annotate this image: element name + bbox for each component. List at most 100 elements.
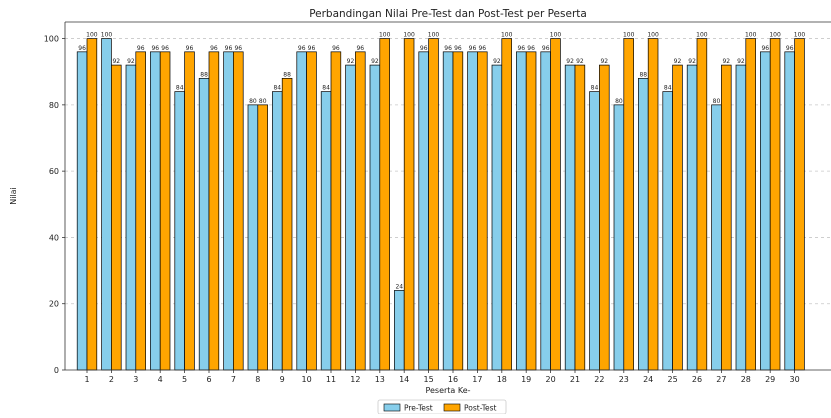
bar-pre-test xyxy=(272,91,283,371)
x-axis-label: Peserta Ke- xyxy=(425,386,470,395)
y-tick-label: 40 xyxy=(49,233,59,242)
bar-post-test xyxy=(379,38,390,371)
legend-label: Pre-Test xyxy=(404,404,433,413)
y-tick-label: 0 xyxy=(54,366,59,375)
bar-post-test xyxy=(184,51,195,371)
legend: Pre-Test Post-Test xyxy=(377,399,507,415)
bar-pre-test xyxy=(491,64,503,371)
bar-pre-test xyxy=(320,91,332,371)
bar-post-test xyxy=(257,104,268,371)
bar-pre-test xyxy=(296,51,307,371)
chart-title: Perbandingan Nilai Pre-Test dan Post-Tes… xyxy=(309,8,587,20)
x-tick-label: 21 xyxy=(570,375,580,384)
x-tick-label: 20 xyxy=(546,375,556,384)
data-label: 100 xyxy=(86,32,98,39)
bar-pre-test xyxy=(418,51,429,371)
data-label: 96 xyxy=(332,45,340,52)
x-tick-label: 11 xyxy=(326,375,336,384)
bar-post-test xyxy=(769,38,781,371)
data-label: 92 xyxy=(566,58,574,65)
bar-post-test xyxy=(721,64,732,371)
data-label: 100 xyxy=(379,32,391,39)
bar-pre-test xyxy=(760,51,771,371)
data-label: 92 xyxy=(674,58,682,65)
bar-pre-test xyxy=(394,290,405,371)
legend-swatch xyxy=(443,403,461,412)
x-tick-label: 13 xyxy=(375,375,385,384)
bar-post-test xyxy=(135,51,146,371)
bar-pre-test xyxy=(613,104,625,371)
bar-post-test xyxy=(233,51,244,371)
bar-post-test xyxy=(672,64,683,371)
data-label: 92 xyxy=(112,58,120,65)
bar-pre-test xyxy=(125,64,137,371)
bar-pre-test xyxy=(442,51,454,371)
bar-pre-test xyxy=(101,38,112,371)
data-label: 92 xyxy=(600,58,608,65)
data-label: 84 xyxy=(273,85,281,92)
legend-swatch xyxy=(383,403,401,412)
bar-post-test xyxy=(306,51,317,371)
bar-post-test xyxy=(696,38,708,371)
bar-post-test xyxy=(330,51,342,371)
data-label: 84 xyxy=(664,85,672,92)
bar-post-test xyxy=(355,51,366,371)
y-tick-label: 20 xyxy=(49,300,59,309)
bar-pre-test xyxy=(516,51,527,371)
data-label: 96 xyxy=(542,45,550,52)
data-label: 96 xyxy=(186,45,194,52)
bar-post-test xyxy=(86,38,98,371)
data-label: 88 xyxy=(200,71,208,78)
data-label: 100 xyxy=(745,32,757,39)
bar-pre-test xyxy=(345,64,356,371)
bar-pre-test xyxy=(467,51,478,371)
bar-post-test xyxy=(501,38,512,371)
data-label: 100 xyxy=(769,32,781,39)
data-label: 96 xyxy=(210,45,218,52)
data-label: 96 xyxy=(786,45,794,52)
data-label: 96 xyxy=(308,45,316,52)
data-label: 80 xyxy=(259,98,267,105)
data-label: 96 xyxy=(151,45,159,52)
data-label: 92 xyxy=(371,58,379,65)
y-tick-label: 60 xyxy=(49,167,59,176)
bar-pre-test xyxy=(662,91,673,371)
bar-post-test xyxy=(477,51,488,371)
data-label: 92 xyxy=(576,58,584,65)
bar-post-test xyxy=(745,38,756,371)
bar-pre-test xyxy=(564,64,576,371)
y-axis-label: Nilai xyxy=(9,187,18,205)
bar-post-test xyxy=(428,38,439,371)
x-tick-label: 18 xyxy=(497,375,507,384)
data-label: 100 xyxy=(550,32,562,39)
x-tick-label: 17 xyxy=(472,375,482,384)
legend-label: Post-Test xyxy=(464,404,497,413)
bar-post-test xyxy=(111,64,122,371)
bar-post-test xyxy=(574,64,586,371)
x-tick-label: 22 xyxy=(594,375,604,384)
bar-pre-test xyxy=(638,77,649,371)
data-label: 92 xyxy=(347,58,355,65)
bar-post-test xyxy=(403,38,415,371)
x-tick-label: 4 xyxy=(158,375,163,384)
data-label: 92 xyxy=(737,58,745,65)
x-tick-label: 19 xyxy=(521,375,531,384)
data-label: 88 xyxy=(639,71,647,78)
data-label: 88 xyxy=(283,71,291,78)
data-label: 96 xyxy=(517,45,525,52)
data-label: 96 xyxy=(469,45,477,52)
bar-post-test xyxy=(281,77,293,371)
data-label: 84 xyxy=(176,85,184,92)
x-tick-label: 30 xyxy=(790,375,800,384)
data-label: 96 xyxy=(225,45,233,52)
data-label: 96 xyxy=(298,45,306,52)
x-tick-label: 3 xyxy=(133,375,138,384)
data-label: 100 xyxy=(101,32,113,39)
x-tick-label: 2 xyxy=(109,375,114,384)
x-tick-label: 8 xyxy=(255,375,260,384)
bar-post-test xyxy=(550,38,561,371)
